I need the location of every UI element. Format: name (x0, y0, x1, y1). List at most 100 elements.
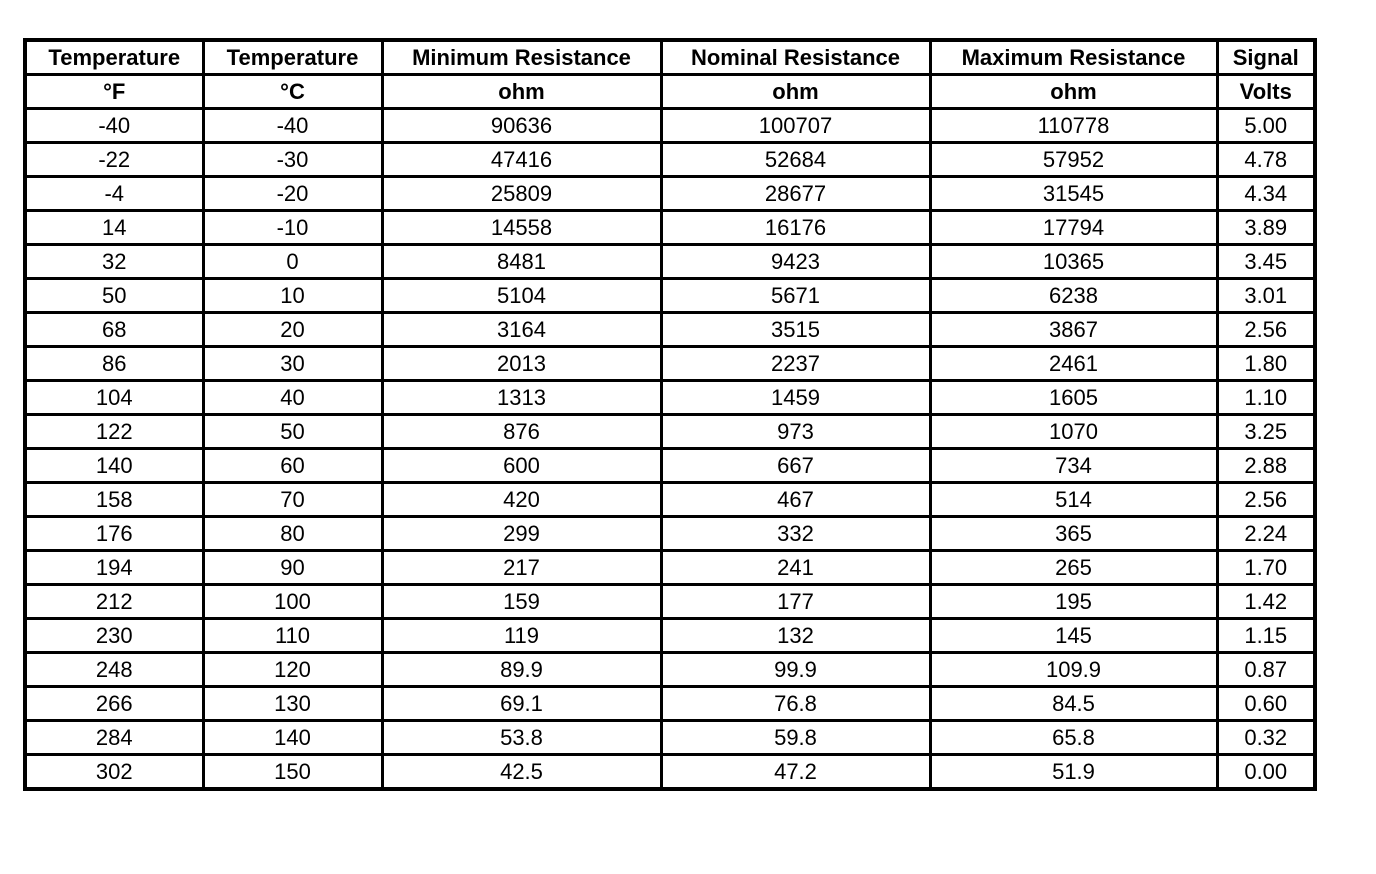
cell-minimum-resistance: 1313 (380, 379, 663, 416)
cell-minimum-resistance: 47416 (380, 141, 663, 178)
cell-signal-volts: 1.80 (1215, 345, 1317, 382)
cell-temperature-f: 176 (23, 515, 205, 552)
cell-signal-volts: 0.87 (1215, 651, 1317, 688)
table-row: 248 120 89.9 99.9 109.9 0.87 (23, 651, 1317, 688)
cell-minimum-resistance: 2013 (380, 345, 663, 382)
table-row: 284 140 53.8 59.8 65.8 0.32 (23, 719, 1317, 756)
cell-maximum-resistance: 3867 (928, 311, 1219, 348)
cell-minimum-resistance: 5104 (380, 277, 663, 314)
cell-temperature-c: 110 (201, 617, 384, 654)
cell-nominal-resistance: 973 (659, 413, 932, 450)
header-minimum-resistance: Minimum Resistance (380, 38, 663, 76)
cell-maximum-resistance: 6238 (928, 277, 1219, 314)
cell-temperature-f: 284 (23, 719, 205, 756)
cell-temperature-f: 266 (23, 685, 205, 722)
cell-temperature-c: 50 (201, 413, 384, 450)
header-row: Temperature Temperature Minimum Resistance… (23, 38, 1317, 76)
cell-maximum-resistance: 109.9 (928, 651, 1219, 688)
unit-row: °F °C ohm ohm ohm Volts (23, 73, 1317, 110)
cell-signal-volts: 4.34 (1215, 175, 1317, 212)
cell-minimum-resistance: 420 (380, 481, 663, 518)
table-row: 230 110 119 132 145 1.15 (23, 617, 1317, 654)
cell-minimum-resistance: 217 (380, 549, 663, 586)
cell-nominal-resistance: 5671 (659, 277, 932, 314)
cell-maximum-resistance: 84.5 (928, 685, 1219, 722)
table-row: 194 90 217 241 265 1.70 (23, 549, 1317, 586)
resistance-table: Temperature Temperature Minimum Resistance… (23, 38, 1317, 791)
cell-temperature-c: 70 (201, 481, 384, 518)
cell-signal-volts: 0.00 (1215, 753, 1317, 791)
cell-temperature-f: 194 (23, 549, 205, 586)
table-row: -4 -20 25809 28677 31545 4.34 (23, 175, 1317, 212)
table-row: 212 100 159 177 195 1.42 (23, 583, 1317, 620)
unit-signal-volts: Volts (1215, 73, 1317, 110)
cell-temperature-f: 248 (23, 651, 205, 688)
cell-maximum-resistance: 514 (928, 481, 1219, 518)
cell-maximum-resistance: 1605 (928, 379, 1219, 416)
cell-nominal-resistance: 28677 (659, 175, 932, 212)
cell-minimum-resistance: 89.9 (380, 651, 663, 688)
cell-temperature-c: 150 (201, 753, 384, 791)
cell-maximum-resistance: 17794 (928, 209, 1219, 246)
table-row: -40 -40 90636 100707 110778 5.00 (23, 107, 1317, 144)
cell-signal-volts: 4.78 (1215, 141, 1317, 178)
cell-nominal-resistance: 1459 (659, 379, 932, 416)
table-row: 68 20 3164 3515 3867 2.56 (23, 311, 1317, 348)
table-row: 122 50 876 973 1070 3.25 (23, 413, 1317, 450)
cell-signal-volts: 1.15 (1215, 617, 1317, 654)
cell-nominal-resistance: 100707 (659, 107, 932, 144)
cell-temperature-c: -20 (201, 175, 384, 212)
cell-temperature-f: 212 (23, 583, 205, 620)
cell-minimum-resistance: 90636 (380, 107, 663, 144)
cell-nominal-resistance: 332 (659, 515, 932, 552)
cell-minimum-resistance: 3164 (380, 311, 663, 348)
cell-nominal-resistance: 47.2 (659, 753, 932, 791)
cell-temperature-c: 60 (201, 447, 384, 484)
header-temperature-f: Temperature (23, 38, 205, 76)
cell-temperature-c: -10 (201, 209, 384, 246)
cell-temperature-f: 122 (23, 413, 205, 450)
table-row: 266 130 69.1 76.8 84.5 0.60 (23, 685, 1317, 722)
unit-nominal-resistance: ohm (659, 73, 932, 110)
cell-temperature-f: 50 (23, 277, 205, 314)
cell-signal-volts: 1.42 (1215, 583, 1317, 620)
cell-nominal-resistance: 132 (659, 617, 932, 654)
cell-maximum-resistance: 734 (928, 447, 1219, 484)
header-signal-volts: Signal (1215, 38, 1317, 76)
cell-temperature-c: 30 (201, 345, 384, 382)
cell-signal-volts: 2.88 (1215, 447, 1317, 484)
table-row: 32 0 8481 9423 10365 3.45 (23, 243, 1317, 280)
cell-nominal-resistance: 16176 (659, 209, 932, 246)
table-row: 158 70 420 467 514 2.56 (23, 481, 1317, 518)
cell-nominal-resistance: 76.8 (659, 685, 932, 722)
cell-signal-volts: 3.89 (1215, 209, 1317, 246)
cell-nominal-resistance: 467 (659, 481, 932, 518)
unit-minimum-resistance: ohm (380, 73, 663, 110)
cell-temperature-f: -22 (23, 141, 205, 178)
cell-temperature-c: -30 (201, 141, 384, 178)
cell-signal-volts: 2.56 (1215, 481, 1317, 518)
cell-minimum-resistance: 69.1 (380, 685, 663, 722)
cell-maximum-resistance: 2461 (928, 345, 1219, 382)
cell-minimum-resistance: 876 (380, 413, 663, 450)
cell-temperature-f: 68 (23, 311, 205, 348)
cell-temperature-c: -40 (201, 107, 384, 144)
cell-maximum-resistance: 31545 (928, 175, 1219, 212)
cell-nominal-resistance: 3515 (659, 311, 932, 348)
cell-signal-volts: 3.45 (1215, 243, 1317, 280)
cell-nominal-resistance: 99.9 (659, 651, 932, 688)
table-row: 104 40 1313 1459 1605 1.10 (23, 379, 1317, 416)
cell-minimum-resistance: 53.8 (380, 719, 663, 756)
cell-maximum-resistance: 195 (928, 583, 1219, 620)
cell-temperature-c: 0 (201, 243, 384, 280)
cell-signal-volts: 3.01 (1215, 277, 1317, 314)
cell-signal-volts: 0.60 (1215, 685, 1317, 722)
cell-nominal-resistance: 667 (659, 447, 932, 484)
cell-temperature-f: -4 (23, 175, 205, 212)
cell-temperature-f: 86 (23, 345, 205, 382)
cell-nominal-resistance: 52684 (659, 141, 932, 178)
cell-temperature-c: 130 (201, 685, 384, 722)
cell-nominal-resistance: 59.8 (659, 719, 932, 756)
cell-temperature-c: 120 (201, 651, 384, 688)
cell-signal-volts: 5.00 (1215, 107, 1317, 144)
